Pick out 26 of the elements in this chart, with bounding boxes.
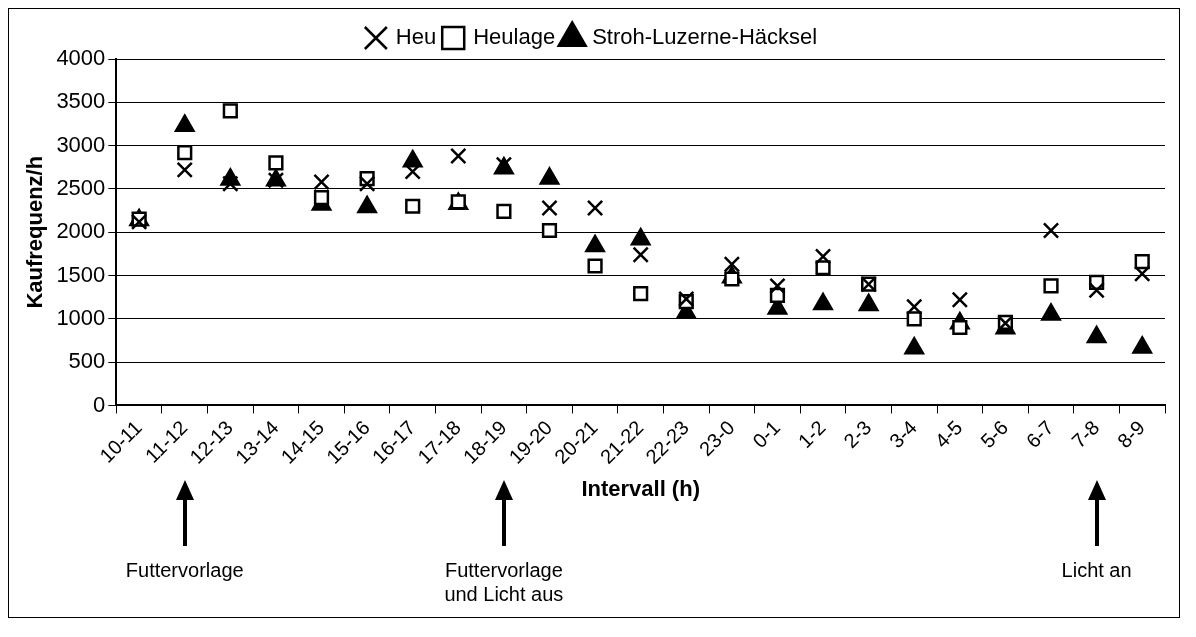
y-axis-title: Kaufrequenz/h: [22, 155, 48, 309]
text: Futtervorlage und Licht aus: [443, 558, 565, 607]
x-tick-label: 1-2: [793, 416, 830, 453]
y-tick-label: 1000: [56, 304, 106, 330]
y-tick-label: 0: [93, 391, 106, 417]
y-tick-label: 3000: [56, 131, 106, 157]
y-tick-label: 4000: [56, 45, 106, 71]
y-tick-label: 500: [68, 348, 106, 374]
legend-label: Stroh-Luzerne-Häcksel: [592, 24, 818, 50]
x-tick-label: 7-8: [1067, 416, 1104, 453]
y-tick-label: 2000: [56, 218, 106, 244]
x-tick-label: 4-5: [930, 416, 967, 453]
x-tick-label: 3-4: [884, 416, 921, 453]
x-tick-label: 5-6: [976, 416, 1013, 453]
x-tick-label: 2-3: [839, 416, 876, 453]
legend-label: Heulage: [473, 24, 556, 50]
x-axis-title: Intervall (h): [581, 475, 700, 501]
text: Licht an: [1060, 558, 1133, 583]
text: Futtervorlage: [124, 558, 245, 583]
x-tick-label: 6-7: [1021, 416, 1058, 453]
legend-label: Heu: [395, 24, 437, 50]
x-tick-label: 8-9: [1112, 416, 1149, 453]
y-tick-label: 3500: [56, 88, 106, 114]
y-tick-label: 2500: [56, 174, 106, 200]
y-tick-label: 1500: [56, 261, 106, 287]
x-tick-label: 0-1: [748, 416, 785, 453]
